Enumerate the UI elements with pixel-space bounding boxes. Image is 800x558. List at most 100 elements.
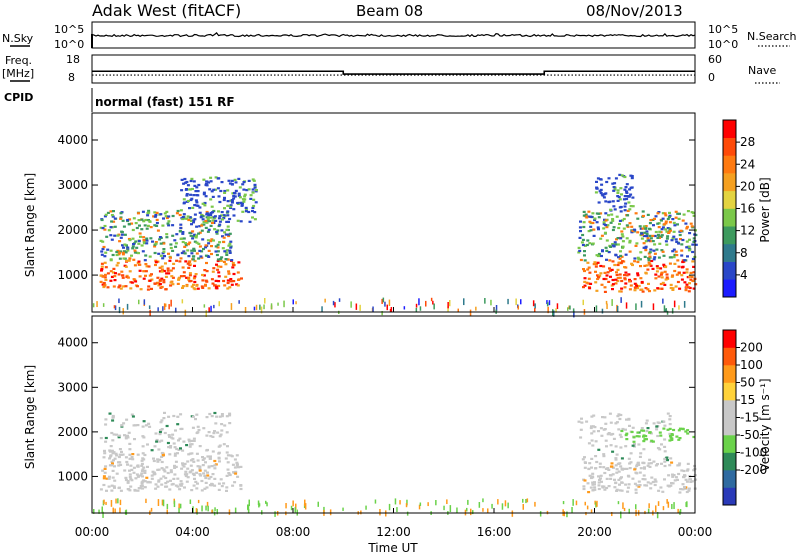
scatter-cell [138, 263, 142, 266]
scatter-cell [146, 443, 149, 446]
scatter-cell [249, 197, 253, 200]
scatter-cell [643, 484, 647, 487]
scatter-cell [187, 453, 191, 456]
scatter-cell [593, 261, 597, 264]
scatter-cell [137, 240, 141, 243]
scatter-cell [192, 439, 196, 442]
scatter-cell [597, 430, 600, 433]
scatter-cell [144, 274, 147, 277]
scatter-cell [196, 190, 200, 193]
scatter-cell [193, 218, 197, 221]
scatter-cell [626, 486, 630, 489]
scatter-cell [663, 305, 666, 312]
scatter-cell [117, 273, 121, 276]
scatter-cell [419, 502, 422, 506]
scatter-cell [141, 435, 145, 438]
scatter-cell [582, 268, 585, 271]
scatter-cell [185, 480, 189, 483]
scatter-cell [596, 177, 600, 180]
scatter-cell [230, 283, 234, 286]
scatter-cell [226, 287, 230, 290]
scatter-cell [123, 233, 127, 236]
scatter-cell [548, 300, 551, 306]
scatter-cell [204, 284, 207, 287]
scatter-cell [605, 226, 609, 229]
scatter-cell [668, 214, 672, 217]
scatter-cell [151, 240, 154, 243]
scatter-cell [153, 224, 157, 227]
scatter-cell [675, 435, 679, 438]
scatter-cell [684, 487, 688, 490]
scatter-cell [597, 487, 601, 491]
scatter-cell [158, 266, 162, 269]
scatter-cell [113, 457, 117, 460]
scatter-cell [108, 475, 111, 478]
scatter-cell [154, 263, 157, 267]
scatter-cell [620, 279, 624, 283]
scatter-cell [663, 464, 667, 468]
scatter-cell [636, 272, 640, 275]
scatter-cell [661, 281, 665, 284]
scatter-cell [657, 275, 661, 278]
scatter-cell [566, 511, 568, 518]
scatter-cell [665, 230, 669, 233]
scatter-cell [660, 234, 664, 237]
scatter-cell [101, 247, 105, 251]
scatter-cell [612, 205, 616, 208]
scatter-cell [659, 282, 663, 286]
scatter-cell [104, 440, 108, 443]
scatter-cell [134, 477, 138, 480]
scatter-cell [219, 189, 223, 193]
scatter-cell [176, 485, 180, 488]
scatter-cell [214, 176, 218, 179]
scatter-cell [609, 208, 613, 211]
scatter-cell [589, 225, 593, 228]
scatter-cell [602, 196, 606, 199]
scatter-cell [604, 219, 608, 222]
scatter-cell [597, 484, 601, 487]
scatter-cell [688, 238, 691, 241]
scatter-cell [603, 290, 607, 293]
scatter-cell [604, 224, 608, 227]
scatter-cell [590, 215, 594, 219]
scatter-cell [142, 236, 146, 239]
scatter-cell [359, 304, 361, 311]
scatter-cell [634, 491, 638, 494]
scatter-cell [112, 451, 116, 454]
scatter-cell [190, 219, 193, 223]
scatter-cell [182, 250, 186, 253]
scatter-cell [188, 188, 192, 191]
scatter-cell [215, 287, 219, 290]
scatter-cell [117, 436, 121, 439]
scatter-cell [135, 226, 139, 230]
scatter-cell [131, 458, 135, 461]
scatter-cell [104, 423, 108, 426]
scatter-cell [204, 195, 208, 198]
scatter-cell [215, 415, 219, 418]
scatter-cell [107, 229, 111, 232]
scatter-cell [121, 276, 125, 279]
scatter-cell [140, 459, 144, 462]
scatter-cell [209, 211, 213, 215]
scatter-cell [115, 472, 119, 475]
scatter-cell [619, 477, 622, 480]
scatter-cell [195, 284, 199, 287]
scatter-cell [154, 432, 158, 435]
scatter-cell [140, 218, 144, 221]
scatter-cell [193, 477, 196, 480]
scatter-cell [118, 448, 122, 451]
scatter-cell [218, 460, 221, 463]
scatter-cell [136, 424, 140, 427]
scatter-cell [190, 489, 194, 492]
scatter-cell [573, 310, 575, 318]
scatter-cell [244, 206, 248, 209]
scatter-cell [207, 431, 211, 434]
scatter-cell [660, 276, 664, 279]
scatter-cell [684, 222, 688, 225]
scatter-cell [632, 228, 636, 231]
scatter-cell [186, 215, 190, 218]
x-tick-label: 04:00 [175, 525, 210, 539]
scatter-cell [130, 254, 133, 257]
scatter-cell [205, 416, 209, 419]
scatter-cell [635, 464, 639, 468]
